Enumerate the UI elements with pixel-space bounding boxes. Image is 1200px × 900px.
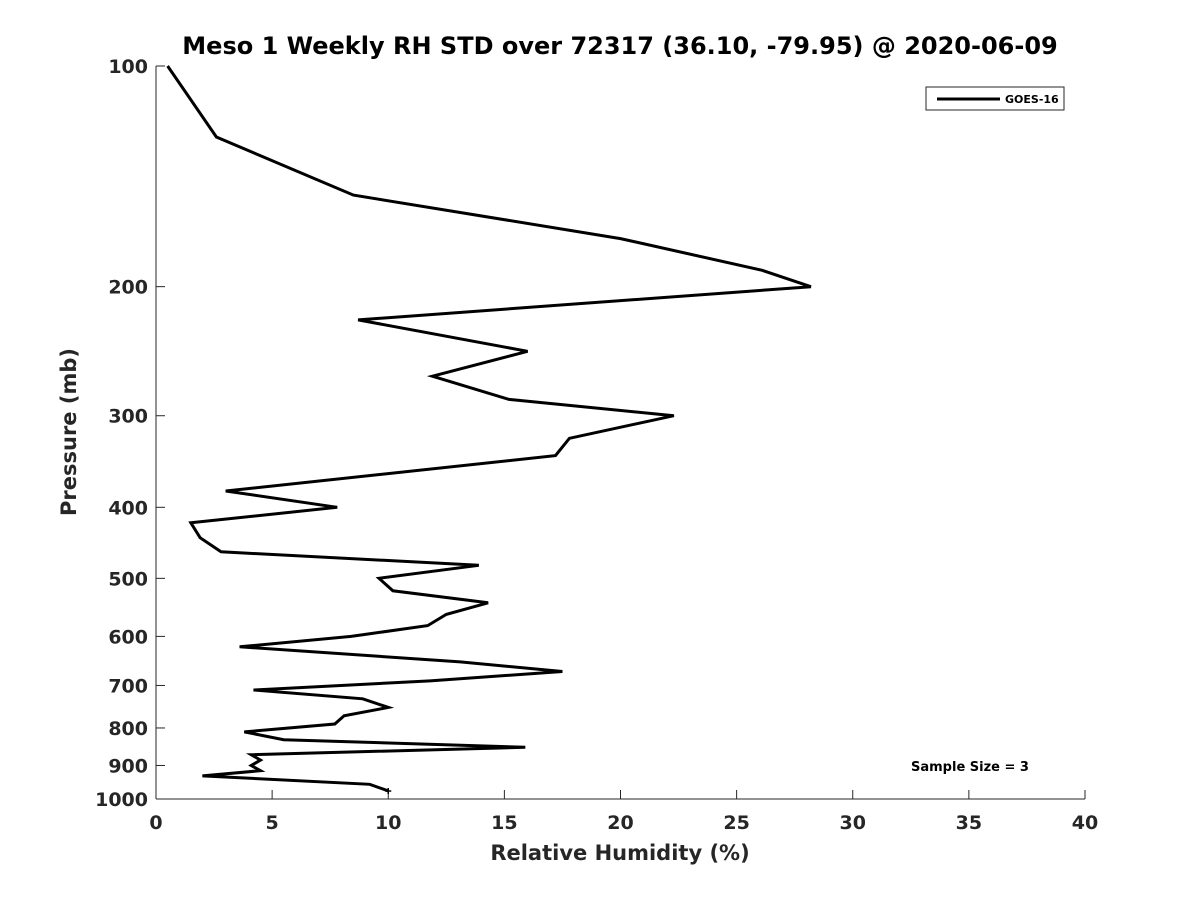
- y-tick-label: 800: [108, 718, 148, 740]
- x-tick-label: 25: [723, 812, 749, 834]
- x-axis-label: Relative Humidity (%): [490, 841, 749, 865]
- series-end-marker: [385, 787, 392, 794]
- x-tick-label: 20: [607, 812, 633, 834]
- series-line-goes16: [166, 65, 812, 793]
- y-tick-label: 200: [108, 277, 148, 299]
- x-tick-label: 0: [149, 812, 162, 834]
- y-axis-label: Pressure (mb): [57, 348, 81, 516]
- x-tick-label: 40: [1072, 812, 1098, 834]
- y-tick-label: 100: [108, 56, 148, 78]
- y-tick-label: 300: [108, 406, 148, 428]
- x-tick-label: 15: [491, 812, 517, 834]
- legend: GOES-16: [925, 86, 1065, 111]
- y-tick-label: 500: [108, 568, 148, 590]
- x-tick-label: 5: [266, 812, 279, 834]
- y-tick-label: 400: [108, 497, 148, 519]
- sample-size-annotation: Sample Size = 3: [911, 760, 1029, 775]
- series-layer: [166, 65, 812, 794]
- y-tick-label: 600: [108, 626, 148, 648]
- x-axis-ticks: 0 5 10 15 20 25 30 35 40: [149, 790, 1098, 834]
- x-tick-label: 30: [840, 812, 866, 834]
- y-tick-label: 1000: [95, 789, 148, 811]
- y-tick-label: 700: [108, 675, 148, 697]
- chart-title: Meso 1 Weekly RH STD over 72317 (36.10, …: [182, 32, 1057, 60]
- y-tick-label: 900: [108, 755, 148, 777]
- legend-entry-goes16: GOES-16: [1005, 93, 1059, 106]
- x-tick-label: 10: [375, 812, 401, 834]
- y-axis-ticks: 100 200 300 400 500 600 700 800 900 1000: [95, 56, 165, 811]
- x-tick-label: 35: [956, 812, 982, 834]
